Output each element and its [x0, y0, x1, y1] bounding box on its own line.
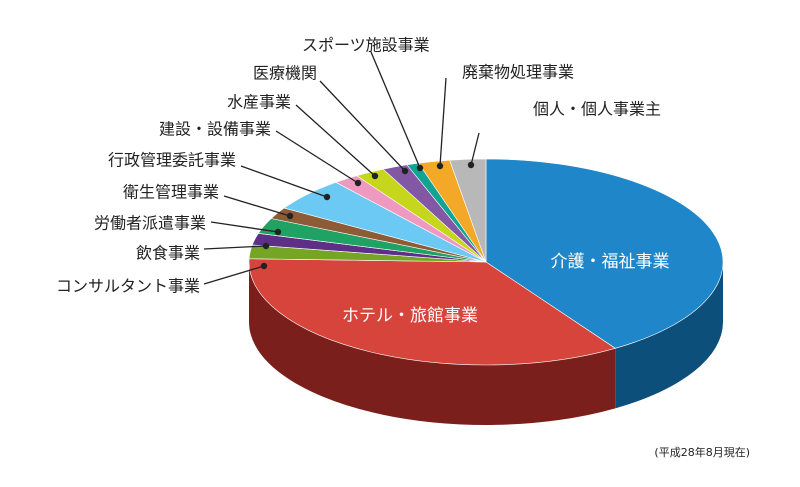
leader-line-5: [223, 195, 291, 217]
slice-label-4: 労働者派遣事業: [94, 214, 206, 233]
leader-dot-5: [286, 212, 294, 220]
leader-dot-9: [401, 167, 409, 175]
pie-depth-layer: [249, 262, 723, 425]
leader-dot-11: [436, 162, 444, 170]
slice-label-12: 個人・個人事業主: [533, 100, 661, 119]
leader-line-10: [370, 51, 421, 169]
slice-label-8: 水産事業: [227, 93, 291, 112]
slice-12: [449, 158, 487, 263]
leader-dot-2: [260, 262, 268, 270]
slice-label-0: 介護・福祉事業: [551, 252, 670, 272]
slice-label-6: 行政管理委託事業: [108, 151, 236, 170]
pie-top-layer: [248, 158, 724, 366]
leader-line-11: [439, 77, 447, 167]
leader-line-3: [203, 245, 267, 250]
slice-label-3: 飲食事業: [136, 244, 200, 263]
leader-line-12: [470, 132, 480, 166]
slice-label-1: ホテル・旅館事業: [342, 306, 478, 326]
leader-dot-12: [467, 161, 475, 169]
leader-line-8: [295, 104, 376, 177]
slice-label-10: スポーツ施設事業: [302, 36, 430, 55]
slice-label-2: コンサルタント事業: [56, 277, 200, 296]
slice-side-1: [249, 262, 616, 425]
slice-label-11: 廃棄物処理事業: [462, 63, 574, 82]
leader-line-7: [275, 130, 359, 184]
leader-dot-3: [262, 242, 270, 250]
leader-dot-7: [354, 179, 362, 187]
leader-lines: [203, 51, 480, 285]
slice-1: [248, 258, 616, 366]
slice-label-5: 衛生管理事業: [123, 183, 219, 202]
leader-line-9: [319, 80, 406, 172]
leader-line-6: [240, 165, 328, 198]
leader-line-4: [210, 221, 279, 233]
slice-label-9: 医療機関: [253, 64, 317, 83]
slice-label-7: 建設・設備事業: [159, 120, 271, 139]
slice-side-0: [615, 262, 723, 409]
slice-0: [485, 158, 724, 349]
date-note: (平成28年8月現在): [654, 445, 750, 459]
leader-dot-10: [416, 164, 424, 172]
leader-dot-6: [323, 193, 331, 201]
leader-line-2: [203, 265, 265, 285]
leader-dot-8: [371, 172, 379, 180]
leader-dot-4: [274, 228, 282, 236]
